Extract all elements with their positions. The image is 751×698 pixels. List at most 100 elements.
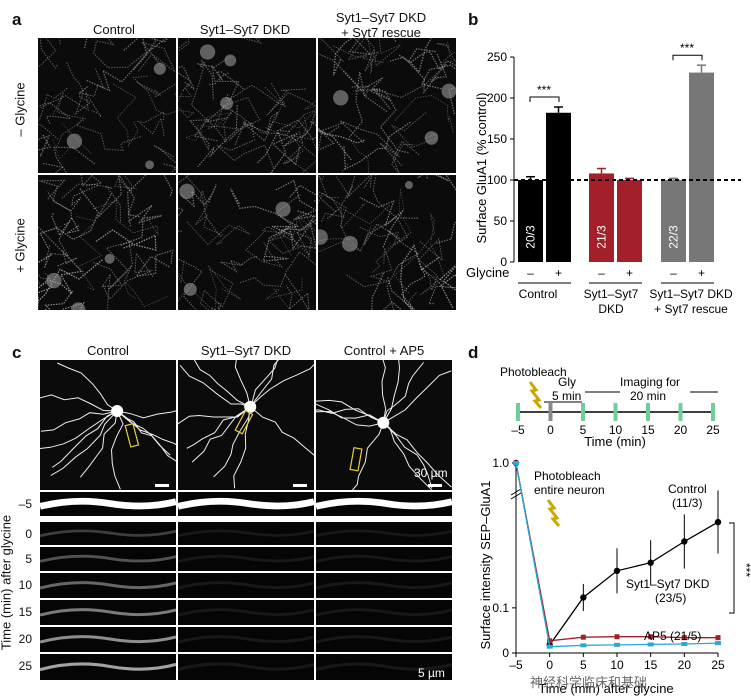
micrograph-a-control-plus xyxy=(38,175,176,310)
timeline-tick-label: 25 xyxy=(706,423,720,437)
series-point xyxy=(681,635,687,641)
series-point xyxy=(648,634,654,640)
series-point xyxy=(547,638,553,644)
panel-d-label: d xyxy=(468,343,479,362)
bar-chart: Surface GluA1 (% control) 0 50 100 150 200 25… xyxy=(466,41,741,316)
panel-a-label: a xyxy=(12,10,22,29)
scale-bar-c2 xyxy=(293,484,307,487)
line-x-tick-label: –5 xyxy=(509,658,523,672)
timeline-marker xyxy=(516,403,520,421)
timeline-tick-label: 0 xyxy=(547,423,554,437)
time-strip xyxy=(40,547,176,571)
time-strip xyxy=(316,492,452,516)
time-strip xyxy=(316,627,452,652)
bar-group-label-dkd-2: DKD xyxy=(598,302,624,316)
bar-group-label-rescue-2: + Syt7 rescue xyxy=(654,302,728,316)
time-strip xyxy=(178,547,314,571)
micrograph-a-rescue-plus xyxy=(318,175,456,310)
lightning-icon-2 xyxy=(546,499,561,527)
bar-y-tick-label: 150 xyxy=(487,132,507,146)
bar-group-label-dkd-1: Syt1–Syt7 xyxy=(584,287,639,301)
time-strip xyxy=(178,492,314,516)
bar-n-label: 21/3 xyxy=(595,225,609,249)
time-strip xyxy=(40,492,176,516)
glycine-sign: + xyxy=(698,266,705,280)
timeline-marker xyxy=(678,403,683,421)
line-chart-xlabel: Time (min) after glycine xyxy=(538,681,673,696)
series-point xyxy=(580,634,586,640)
line-x-tick-label: 15 xyxy=(644,658,658,672)
gly-label-1: Gly xyxy=(558,375,576,389)
glycine-sign: + xyxy=(555,266,562,280)
timeline-xlabel: Time (min) xyxy=(584,434,646,449)
series-point xyxy=(580,594,587,601)
bar xyxy=(546,112,571,262)
time-strip xyxy=(40,573,176,598)
series-label-control-1: Control xyxy=(668,482,707,496)
line-x-tick-label: 0 xyxy=(546,658,553,672)
bar-y-tick-label: 100 xyxy=(487,173,507,187)
panel-b-label: b xyxy=(468,10,479,29)
series-point xyxy=(647,642,654,647)
timeline-tick-label: –5 xyxy=(511,423,525,437)
line-x-tick-label: 25 xyxy=(711,658,725,672)
micrograph-a-dkd-minus xyxy=(178,38,316,173)
series-point xyxy=(614,642,620,647)
series-point xyxy=(513,461,519,465)
glycine-sign: – xyxy=(527,266,534,280)
gly-label-2: 5 min xyxy=(552,389,581,403)
panel-c-label: c xyxy=(12,343,22,362)
time-strip xyxy=(40,627,176,652)
time-strip xyxy=(316,522,452,545)
timeline-tick-label: 5 xyxy=(580,423,587,437)
time-strip xyxy=(316,547,452,571)
panel-c-col-control: Control xyxy=(87,343,129,358)
series-point xyxy=(647,559,654,566)
time-tick: 10 xyxy=(18,578,32,592)
scale-bar-30um xyxy=(428,484,442,487)
timeline-marker xyxy=(711,403,715,421)
timeline-tick-label: 10 xyxy=(609,423,623,437)
line-x-tick-label: 20 xyxy=(678,658,692,672)
panel-a-row-plus: + Glycine xyxy=(12,218,28,273)
bar-group-label-rescue-1: Syt1–Syt7 DKD xyxy=(649,287,733,301)
time-strip xyxy=(178,654,314,680)
series-point xyxy=(681,538,688,545)
series-label-dkd-2: (23/5) xyxy=(655,591,686,605)
axis-break xyxy=(510,488,522,500)
line-significance: *** xyxy=(739,563,751,577)
line-y-tick-label: 1.0 xyxy=(492,456,509,470)
timeline-marker xyxy=(548,403,553,421)
scale-bar-c1 xyxy=(155,484,169,487)
bar xyxy=(589,173,614,262)
series-point xyxy=(613,567,621,575)
photobleach-note-1: Photobleach xyxy=(534,469,601,483)
glycine-sign: – xyxy=(598,266,605,280)
line-y-tick-label: 0.1 xyxy=(492,601,509,615)
timeline-marker xyxy=(613,403,618,421)
line-x-tick-label: 5 xyxy=(580,658,587,672)
time-strip xyxy=(178,573,314,598)
line-chart: Surface intensity SEP–GluA1 00.11.0–5 0 5 1… xyxy=(478,456,751,696)
series-point xyxy=(580,643,587,648)
micrograph-c-ap5 xyxy=(316,360,452,490)
series-point xyxy=(681,641,688,646)
photobleach-note-2: entire neuron xyxy=(534,483,605,497)
time-strip xyxy=(178,627,314,652)
timeline-marker xyxy=(646,403,650,421)
watermark: 神经科学临床和基础 xyxy=(530,676,648,691)
scale-label-5um: 5 µm xyxy=(418,666,445,680)
series-point xyxy=(715,641,721,646)
time-strip xyxy=(40,600,176,625)
time-tick: 25 xyxy=(18,659,32,673)
timeline-diagram: Photobleach Gly 5 min Imaging for 20 min… xyxy=(500,365,720,449)
micrograph-a-rescue-minus xyxy=(318,38,456,173)
significance-stars: *** xyxy=(537,83,551,97)
line-x-tick-label: 10 xyxy=(610,658,624,672)
significance-stars: *** xyxy=(680,41,694,55)
time-tick: –5 xyxy=(18,497,32,511)
bar xyxy=(518,180,543,262)
panel-a-col-rescue: Syt1–Syt7 DKD + Syt7 rescue xyxy=(335,10,427,40)
significance-bracket xyxy=(672,54,703,61)
time-strip xyxy=(316,654,452,680)
